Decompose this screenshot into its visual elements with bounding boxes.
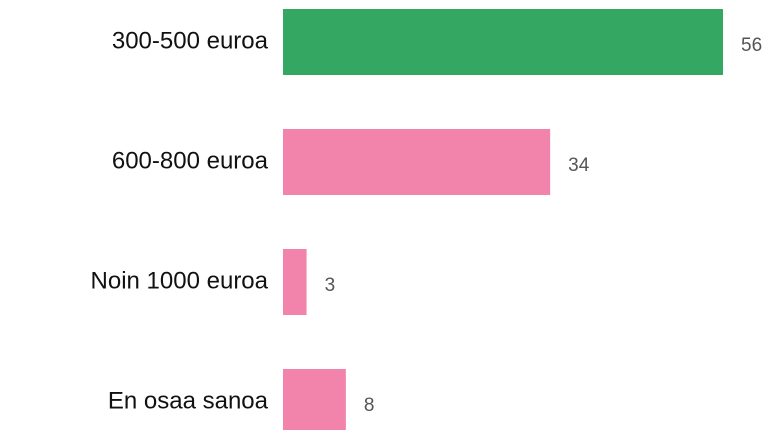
category-label: 300-500 euroa bbox=[112, 27, 269, 54]
category-label: En osaa sanoa bbox=[108, 387, 269, 414]
bar bbox=[283, 9, 723, 75]
bar bbox=[283, 249, 307, 315]
value-label: 56 bbox=[741, 35, 762, 56]
category-label: Noin 1000 euroa bbox=[91, 267, 269, 294]
value-label: 3 bbox=[325, 275, 336, 296]
value-label: 34 bbox=[568, 155, 590, 176]
bar bbox=[283, 129, 551, 195]
bar bbox=[283, 369, 346, 430]
value-label: 8 bbox=[364, 395, 375, 416]
category-label: 600-800 euroa bbox=[112, 147, 269, 174]
